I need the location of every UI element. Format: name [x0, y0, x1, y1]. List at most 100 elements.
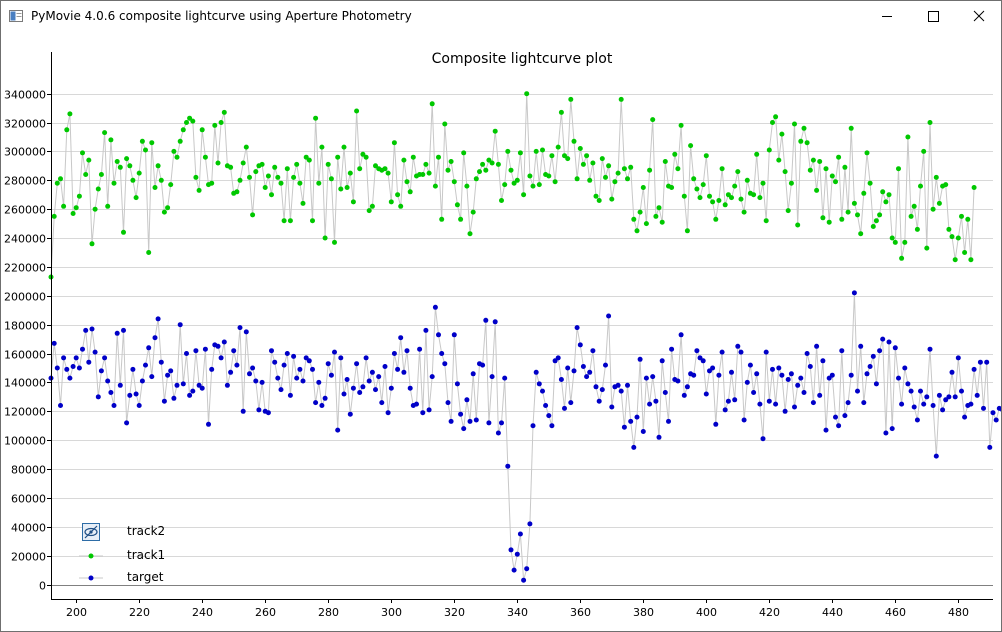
- track1-point: [294, 161, 300, 167]
- legend-item-track1[interactable]: track1: [79, 546, 199, 566]
- minimize-button[interactable]: [864, 1, 910, 32]
- target-point: [977, 359, 983, 365]
- target-point: [379, 400, 385, 406]
- track1-point: [798, 138, 804, 144]
- target-point: [744, 379, 750, 385]
- target-point: [136, 403, 142, 408]
- target-point: [858, 343, 864, 349]
- x-tick-label: 200: [66, 606, 87, 619]
- track1-point: [464, 183, 470, 189]
- target-point: [64, 366, 70, 372]
- target-point: [788, 371, 794, 377]
- target-point: [95, 394, 101, 400]
- hidden-eye-icon[interactable]: [79, 522, 103, 542]
- track1-point: [918, 183, 923, 189]
- legend[interactable]: track2 track1 target: [79, 522, 199, 594]
- track1-point: [95, 186, 101, 192]
- target-point: [473, 417, 479, 423]
- maximize-button[interactable]: [910, 1, 956, 32]
- track1-point: [530, 183, 536, 189]
- target-point: [527, 521, 533, 527]
- target-point: [770, 366, 775, 372]
- target-point: [955, 355, 961, 361]
- target-point: [215, 343, 221, 349]
- target-point: [763, 349, 769, 355]
- target-point: [354, 361, 360, 367]
- track1-point: [262, 185, 268, 190]
- target-point: [823, 427, 829, 433]
- track1-point: [420, 172, 426, 177]
- target-point: [779, 372, 785, 378]
- track1-point: [631, 216, 637, 222]
- target-point: [792, 404, 797, 410]
- track1-point: [965, 216, 971, 222]
- y-tick-label: 0: [39, 580, 46, 593]
- track1-point: [628, 164, 634, 170]
- target-point: [328, 372, 334, 378]
- track1-point: [369, 203, 375, 209]
- target-point: [757, 401, 763, 407]
- track1-point: [908, 213, 914, 219]
- track1-point: [577, 146, 583, 151]
- track1-point: [196, 187, 202, 193]
- target-point: [376, 374, 382, 380]
- track1-point: [836, 154, 842, 160]
- plot-area: Composite lightcurve plot 0 20000 40000 600…: [1, 32, 1001, 631]
- track1-point: [155, 163, 161, 169]
- track1-point: [896, 166, 901, 172]
- legend-item-track2[interactable]: track2: [79, 522, 199, 542]
- track1-point: [146, 250, 152, 255]
- y-tick-label: 80000: [11, 464, 46, 477]
- target-point: [634, 414, 640, 420]
- x-tick-label: 480: [948, 606, 969, 619]
- x-tick-label: 340: [507, 606, 528, 619]
- target-point: [67, 375, 73, 381]
- target-point: [615, 382, 621, 388]
- target-point: [829, 372, 835, 378]
- target-point: [439, 351, 445, 356]
- target-point: [810, 400, 816, 406]
- track1-point: [971, 185, 977, 190]
- target-point: [889, 426, 895, 432]
- title-bar[interactable]: PyMovie 4.0.6 composite lightcurve using…: [1, 1, 1001, 32]
- track1-point: [703, 153, 709, 159]
- legend-item-target[interactable]: target: [79, 568, 199, 588]
- track1-point: [618, 96, 624, 102]
- target-point: [332, 349, 337, 355]
- target-point: [804, 351, 810, 356]
- track1-point: [300, 200, 306, 206]
- target-point: [839, 348, 845, 354]
- y-tick-label: 260000: [4, 204, 46, 217]
- target-point: [322, 395, 328, 401]
- target-point: [766, 398, 772, 404]
- track1-point: [152, 185, 158, 190]
- target-point: [391, 351, 397, 356]
- target-point: [990, 410, 996, 416]
- target-point: [940, 407, 946, 413]
- target-point: [562, 405, 567, 411]
- track1-point: [357, 166, 363, 172]
- target-point: [234, 362, 240, 368]
- target-point: [719, 349, 725, 355]
- target-point: [801, 390, 807, 395]
- target-point: [483, 317, 489, 323]
- track1-point: [590, 160, 596, 166]
- target-point: [272, 359, 278, 365]
- target-point: [184, 351, 189, 356]
- target-point: [237, 325, 243, 331]
- track1-point: [952, 257, 958, 263]
- x-tick-label: 440: [822, 606, 843, 619]
- target-point: [398, 335, 404, 341]
- close-button[interactable]: [956, 1, 1002, 32]
- target-point: [180, 381, 186, 387]
- track1-point: [647, 167, 653, 173]
- target-point: [426, 407, 432, 413]
- track1-point: [177, 138, 183, 144]
- target-point: [256, 407, 262, 413]
- target-point: [666, 418, 671, 424]
- track1-point: [218, 120, 224, 125]
- track1-point: [524, 91, 530, 97]
- target-point: [914, 417, 920, 423]
- lightcurve-chart[interactable]: Composite lightcurve plot 0 20000 40000 600…: [1, 32, 1001, 631]
- y-tick-label: 240000: [4, 233, 46, 246]
